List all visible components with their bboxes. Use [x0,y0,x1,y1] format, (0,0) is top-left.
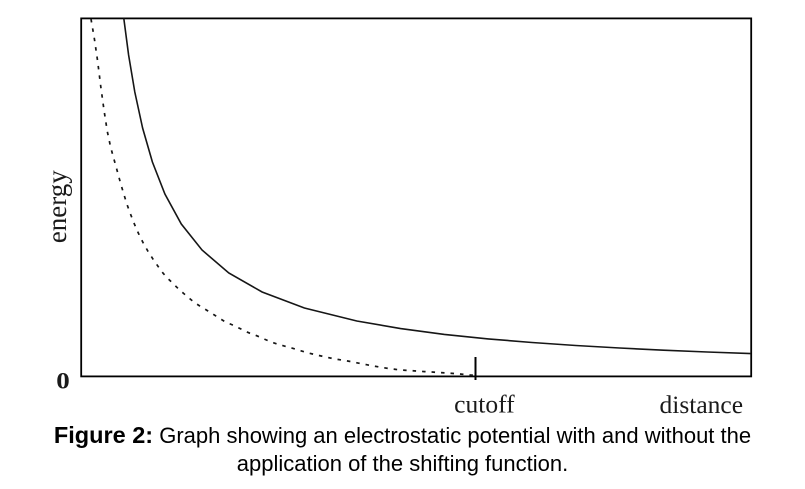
svg-text:0: 0 [56,369,70,394]
svg-text:distance: distance [660,390,744,419]
svg-text:energy: energy [42,170,72,243]
svg-text:cutoff: cutoff [454,390,515,419]
